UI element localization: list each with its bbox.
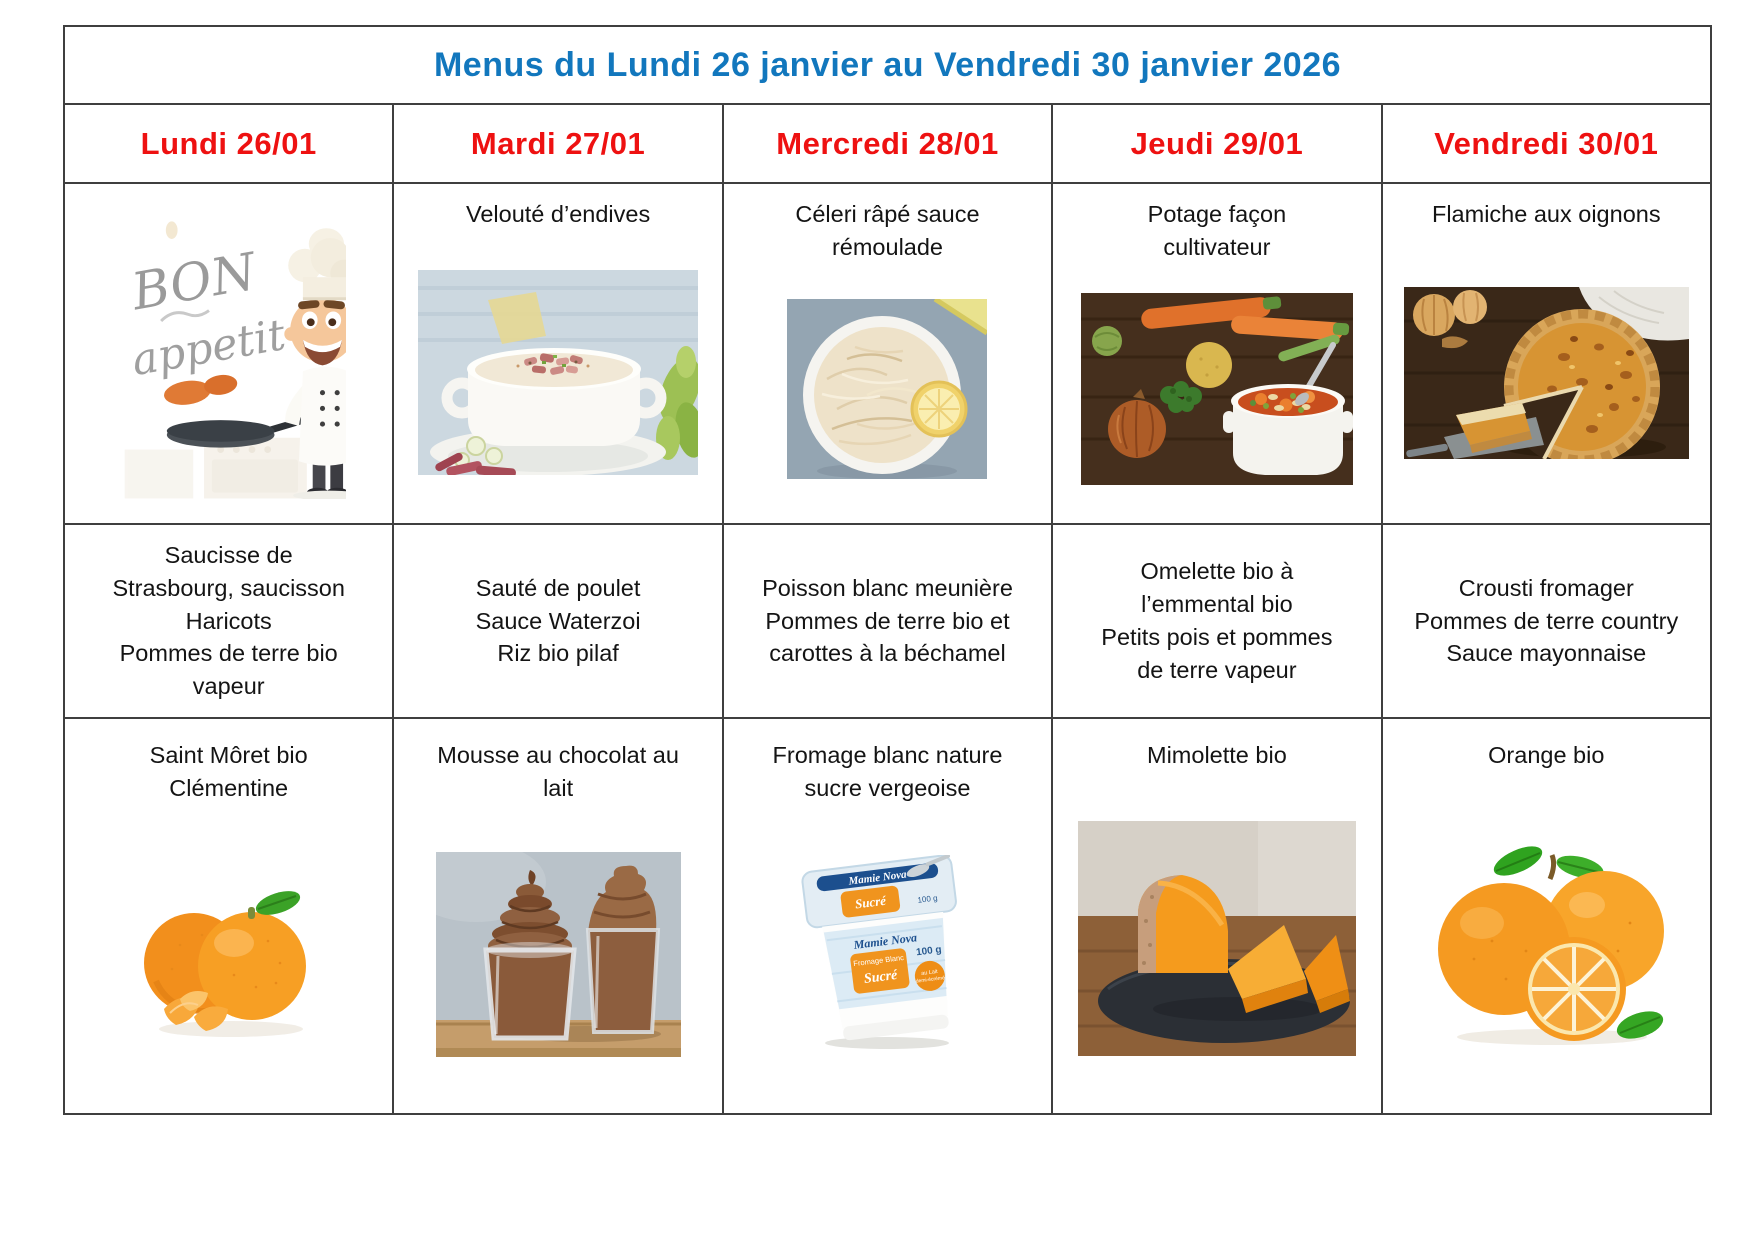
dessert-text: Fromage blanc nature sucre vergeoise (772, 742, 1003, 801)
main-text: Crousti fromager Pommes de terre country… (1414, 574, 1679, 667)
yogurt-pot: Mamie Nova Sucré 100 g Mamie Nova (801, 854, 958, 1041)
svg-text:au Lait: au Lait (921, 969, 939, 977)
day-header-mercredi: Mercredi 28/01 (723, 105, 1052, 182)
dessert-text: Saint Môret bio Clémentine (149, 742, 308, 801)
starter-image-box (418, 231, 699, 515)
dessert-image-box (1077, 772, 1356, 1105)
day-header-jeudi: Jeudi 29/01 (1053, 105, 1381, 182)
stove-silhouette (124, 437, 308, 499)
bon-appetit-chef-image: BON appetit (111, 214, 347, 499)
dessert-image-box: Mamie Nova Sucré 100 g Mamie Nova (782, 805, 993, 1105)
main-cell-jeudi: Omelette bio à l’emmental bio Petits poi… (1053, 525, 1381, 717)
dessert-cell-mercredi: Fromage blanc nature sucre vergeoise Mam… (723, 719, 1052, 1113)
main-cell-lundi: Saucisse de Strasbourg, saucisson Harico… (65, 525, 393, 717)
starter-cell-lundi: BON appetit (65, 184, 393, 523)
starter-cell-mercredi: Céleri râpé sauce rémoulade (723, 184, 1052, 523)
dessert-cell-mardi: Mousse au chocolat au lait (394, 719, 722, 1113)
oranges-image (1422, 830, 1671, 1046)
starter-cell-vendredi: Flamiche aux oignons (1382, 184, 1710, 523)
mousse-cup-back (585, 866, 660, 1035)
day-header-vendredi: Vendredi 30/01 (1382, 105, 1710, 182)
bacon-bits (516, 353, 590, 376)
day-header-mardi: Mardi 27/01 (394, 105, 722, 182)
svg-text:demi-écrémé: demi-écrémé (916, 975, 946, 985)
main-text: Saucisse de Strasbourg, saucisson Harico… (112, 541, 345, 700)
mimolette-image (1077, 820, 1356, 1056)
dessert-image-box (136, 805, 322, 1105)
dessert-text: Orange bio (1488, 742, 1605, 768)
dessert-cell-jeudi: Mimolette bio (1053, 719, 1381, 1113)
dessert-image-box (435, 805, 681, 1105)
potage-cultivateur-image (1080, 293, 1353, 486)
dessert-cell-vendredi: Orange bio (1382, 719, 1710, 1113)
flamiche-oignons-image (1403, 286, 1689, 459)
lemon-segments (919, 389, 960, 430)
starter-image-box (787, 264, 988, 515)
starter-image-box (1403, 231, 1689, 515)
dessert-image-box (1422, 772, 1671, 1105)
starter-cell-mardi: Velouté d’endives (394, 184, 722, 523)
starter-image-box: BON appetit (111, 198, 347, 515)
svg-text:Sucré: Sucré (855, 893, 889, 912)
orange-texture (1472, 921, 1632, 981)
main-text: Sauté de poulet Sauce Waterzoi Riz bio p… (475, 574, 641, 667)
svg-text:100 g: 100 g (916, 944, 943, 958)
fromage-blanc-pot-image: Mamie Nova Sucré 100 g Mamie Nova (782, 854, 993, 1055)
main-cell-mardi: Sauté de poulet Sauce Waterzoi Riz bio p… (394, 525, 722, 717)
svg-text:100 g: 100 g (917, 893, 938, 904)
mousse-chocolat-image (435, 852, 681, 1058)
main-text: Poisson blanc meunière Pommes de terre b… (762, 574, 1013, 667)
cheese-wedges (1137, 874, 1350, 1013)
celeriac-strands (822, 346, 920, 446)
starter-image-box (1080, 264, 1353, 515)
starter-text: Céleri râpé sauce rémoulade (795, 201, 980, 260)
peeled-segments (164, 990, 229, 1031)
clementines-image (136, 870, 322, 1039)
starter-text: Potage façon cultivateur (1147, 201, 1287, 260)
menu-table: Menus du Lundi 26 janvier au Vendredi 30… (63, 25, 1712, 1115)
veloute-endives-image (418, 270, 699, 476)
main-text: Omelette bio à l’emmental bio Petits poi… (1101, 558, 1333, 683)
main-cell-mercredi: Poisson blanc meunière Pommes de terre b… (723, 525, 1052, 717)
day-header-lundi: Lundi 26/01 (65, 105, 393, 182)
menu-title: Menus du Lundi 26 janvier au Vendredi 30… (65, 27, 1710, 103)
celeri-rape-image (787, 299, 988, 480)
starter-cell-jeudi: Potage façon cultivateur (1053, 184, 1381, 523)
starter-text: Flamiche aux oignons (1431, 201, 1661, 227)
dessert-text: Mimolette bio (1147, 742, 1287, 768)
parsley (1159, 381, 1202, 414)
main-cell-vendredi: Crousti fromager Pommes de terre country… (1382, 525, 1710, 717)
dessert-text: Mousse au chocolat au lait (437, 742, 679, 801)
mousse-cup-front (482, 870, 577, 1041)
starter-text: Velouté d’endives (465, 201, 651, 227)
peel-texture (170, 933, 282, 989)
dessert-cell-lundi: Saint Môret bio Clémentine (65, 719, 393, 1113)
svg-text:Sucré: Sucré (864, 968, 900, 987)
